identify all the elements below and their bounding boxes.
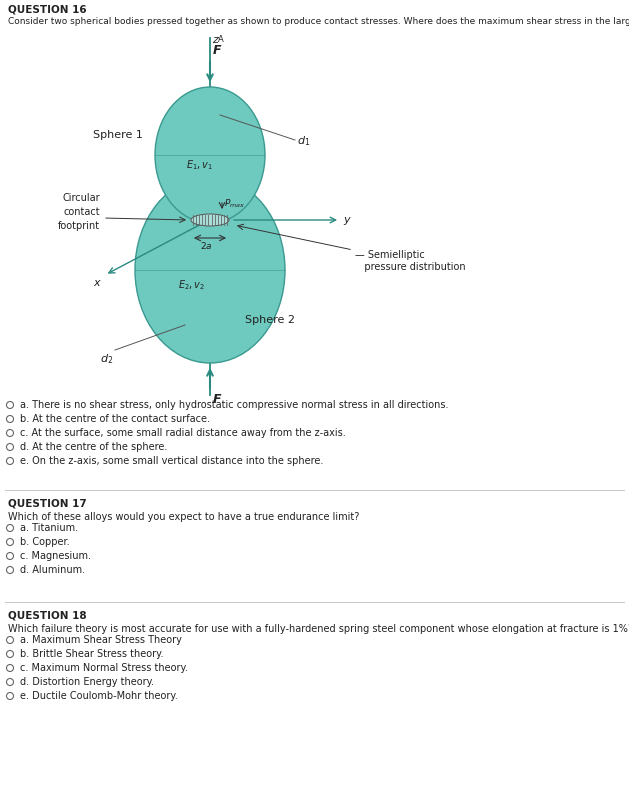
Text: Which of these alloys would you expect to have a true endurance limit?: Which of these alloys would you expect t… xyxy=(8,512,359,522)
Text: $d_2$: $d_2$ xyxy=(100,352,113,366)
Text: a. Titanium.: a. Titanium. xyxy=(20,523,78,533)
Text: Which failure theory is most accurate for use with a fully-hardened spring steel: Which failure theory is most accurate fo… xyxy=(8,624,629,634)
Circle shape xyxy=(6,401,13,408)
Text: d. Aluminum.: d. Aluminum. xyxy=(20,565,85,575)
Text: c. At the surface, some small radial distance away from the z-axis.: c. At the surface, some small radial dis… xyxy=(20,428,346,438)
Circle shape xyxy=(6,678,13,685)
Text: F: F xyxy=(213,393,221,406)
Text: $2a$: $2a$ xyxy=(199,240,213,251)
Text: e. On the z-axis, some small vertical distance into the sphere.: e. On the z-axis, some small vertical di… xyxy=(20,456,323,466)
Circle shape xyxy=(6,651,13,657)
Text: F: F xyxy=(213,44,221,57)
Text: d. At the centre of the sphere.: d. At the centre of the sphere. xyxy=(20,442,167,452)
Circle shape xyxy=(6,524,13,531)
Text: QUESTION 16: QUESTION 16 xyxy=(8,5,87,15)
Circle shape xyxy=(6,567,13,574)
Circle shape xyxy=(6,416,13,423)
Circle shape xyxy=(6,430,13,437)
Text: e. Ductile Coulomb-Mohr theory.: e. Ductile Coulomb-Mohr theory. xyxy=(20,691,178,701)
Text: a. There is no shear stress, only hydrostatic compressive normal stress in all d: a. There is no shear stress, only hydros… xyxy=(20,400,448,410)
Text: Sphere 1: Sphere 1 xyxy=(93,130,143,140)
Text: x: x xyxy=(93,278,100,288)
Text: b. Copper.: b. Copper. xyxy=(20,537,70,547)
Text: c. Maximum Normal Stress theory.: c. Maximum Normal Stress theory. xyxy=(20,663,188,673)
Ellipse shape xyxy=(191,214,229,226)
Text: QUESTION 18: QUESTION 18 xyxy=(8,610,87,620)
Text: c. Magnesium.: c. Magnesium. xyxy=(20,551,91,561)
Circle shape xyxy=(6,664,13,671)
Text: $E_2, v_2$: $E_2, v_2$ xyxy=(179,278,206,292)
Text: d. Distortion Energy theory.: d. Distortion Energy theory. xyxy=(20,677,154,687)
Circle shape xyxy=(6,538,13,545)
Text: $E_1, v_1$: $E_1, v_1$ xyxy=(186,158,214,172)
Text: a. Maximum Shear Stress Theory: a. Maximum Shear Stress Theory xyxy=(20,635,182,645)
Ellipse shape xyxy=(135,177,285,363)
Circle shape xyxy=(6,457,13,464)
Text: — Semielliptic
   pressure distribution: — Semielliptic pressure distribution xyxy=(355,250,465,272)
Text: b. Brittle Shear Stress theory.: b. Brittle Shear Stress theory. xyxy=(20,649,164,659)
Text: b. At the centre of the contact surface.: b. At the centre of the contact surface. xyxy=(20,414,210,424)
Text: A: A xyxy=(218,35,224,44)
Circle shape xyxy=(6,444,13,450)
Text: Circular
contact
footprint: Circular contact footprint xyxy=(58,193,100,231)
Circle shape xyxy=(6,552,13,560)
Text: z: z xyxy=(212,35,218,45)
Text: $P_{max}$: $P_{max}$ xyxy=(224,198,245,210)
Circle shape xyxy=(6,693,13,700)
Text: y: y xyxy=(343,215,350,225)
Text: Consider two spherical bodies pressed together as shown to produce contact stres: Consider two spherical bodies pressed to… xyxy=(8,17,629,26)
Text: QUESTION 17: QUESTION 17 xyxy=(8,498,87,508)
Text: Sphere 2: Sphere 2 xyxy=(245,315,295,325)
Text: $d_1$: $d_1$ xyxy=(297,134,310,148)
Ellipse shape xyxy=(155,87,265,223)
Circle shape xyxy=(6,637,13,644)
